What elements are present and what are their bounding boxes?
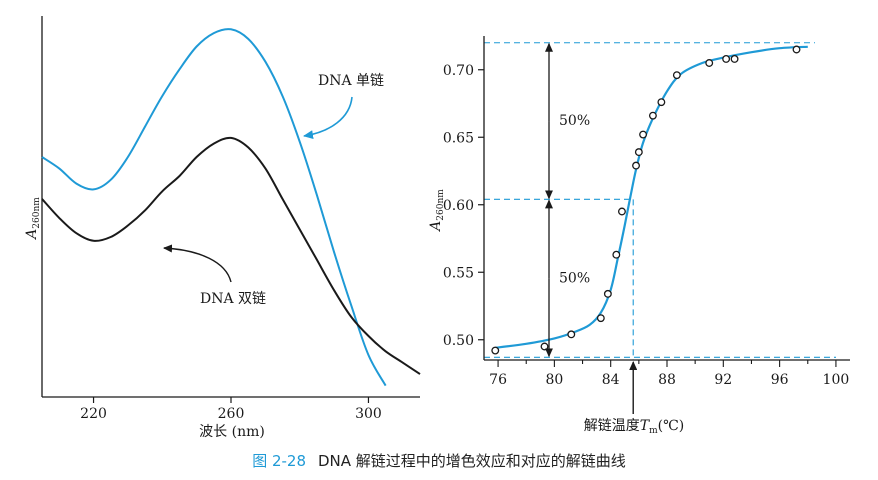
data-point: [603, 289, 612, 298]
right-x-tick-label-92: 92: [714, 372, 732, 388]
lower-50-percent-label: 50%: [559, 270, 590, 286]
data-point: [491, 346, 500, 355]
data-point: [648, 111, 657, 120]
melting-curve-chart: 0.50 0.55 0.60 0.65 0.70 76 80 84 88 92 96 100 50%…: [428, 36, 850, 436]
right-x-tick-label-84: 84: [602, 372, 620, 388]
data-point: [632, 161, 640, 170]
left-x-tick-label-260: 260: [218, 406, 245, 422]
right-x-tick-label-76: 76: [489, 372, 507, 388]
data-point: [612, 250, 621, 259]
single-strand-pointer-arrow: [303, 96, 353, 140]
absorption-spectrum-chart: 220 260 300 DNA 单链 DNA 双链 波长 (nm) A260nm: [24, 16, 421, 440]
right-y-ticks: 0.50 0.55 0.60 0.65 0.70: [443, 63, 484, 349]
data-points: [491, 45, 801, 355]
figure-caption: 图 2-28 DNA 解链过程中的增色效应和对应的解链曲线: [0, 450, 878, 471]
data-point: [596, 314, 605, 323]
data-point: [540, 342, 549, 351]
data-point: [792, 45, 801, 54]
data-point: [705, 59, 714, 67]
left-x-ticks: 220 260 300: [80, 397, 382, 422]
right-x-tick-label-100: 100: [823, 372, 850, 388]
single-strand-label: DNA 单链: [318, 73, 384, 89]
double-strand-pointer-arrow: [163, 244, 232, 283]
left-x-tick-label-220: 220: [80, 406, 107, 422]
right-y-tick-label-0.55: 0.55: [443, 265, 474, 281]
right-y-tick-label-0.60: 0.60: [443, 198, 474, 214]
right-y-tick-label-0.65: 0.65: [443, 130, 474, 146]
data-point: [639, 130, 648, 139]
caption-text: DNA 解链过程中的增色效应和对应的解链曲线: [318, 452, 626, 470]
series-line-dna-single-strand: [41, 28, 387, 387]
guide-lines: [484, 42, 836, 360]
right-x-tick-label-80: 80: [545, 372, 563, 388]
data-point: [730, 55, 739, 63]
left-x-axis-label: 波长 (nm): [199, 424, 265, 440]
right-y-axis-label: A260nm: [428, 189, 446, 233]
right-x-axis-label: 解链温度Tm(℃): [584, 418, 684, 436]
right-x-tick-label-88: 88: [658, 372, 676, 388]
series-line-dna-double-strand: [41, 136, 421, 375]
data-point: [657, 98, 666, 107]
data-point: [618, 207, 626, 216]
data-point: [722, 55, 731, 63]
left-y-axis-label: A260nm: [24, 197, 42, 241]
left-x-tick-label-300: 300: [355, 406, 382, 422]
data-point: [672, 71, 681, 80]
right-y-tick-label-0.70: 0.70: [443, 63, 474, 79]
figure-canvas: 220 260 300 DNA 单链 DNA 双链 波长 (nm) A260nm 0…: [24, 16, 850, 440]
data-point: [634, 148, 643, 157]
double-strand-label: DNA 双链: [200, 291, 266, 307]
fit-curve-line: [495, 45, 808, 349]
upper-50-percent-label: 50%: [559, 113, 590, 129]
right-x-tick-label-96: 96: [771, 372, 789, 388]
figure-number: 图 2-28: [252, 452, 306, 470]
right-y-tick-label-0.50: 0.50: [443, 333, 474, 349]
right-x-ticks: 76 80 84 88 92 96 100: [489, 360, 849, 388]
data-point: [567, 330, 576, 339]
